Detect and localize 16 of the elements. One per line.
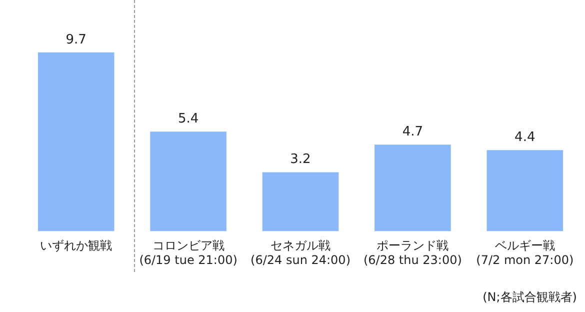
- bar: [150, 132, 226, 232]
- x-tick-label: ポーランド戦 (6/28 thu 23:00): [363, 238, 462, 267]
- data-label: 4.7: [402, 124, 424, 140]
- data-label: 5.4: [178, 112, 199, 127]
- data-label: 3.2: [290, 152, 311, 168]
- bar: [374, 144, 451, 232]
- data-label: 4.4: [514, 130, 536, 145]
- text: (N;各試合観戦者): [482, 290, 577, 304]
- bar: [38, 52, 114, 232]
- bar: [262, 172, 339, 232]
- x-tick-label: コロンビア戦 (6/19 tue 21:00): [139, 238, 238, 267]
- x-tick-label: ベルギー戦 (7/2 mon 27:00): [476, 238, 574, 267]
- x-tick-label: セネガル戦 (6/24 sun 24:00): [250, 238, 350, 267]
- bar: [486, 150, 564, 232]
- x-tick-label: いずれか観戦: [40, 238, 112, 253]
- data-label: 9.7: [66, 32, 86, 48]
